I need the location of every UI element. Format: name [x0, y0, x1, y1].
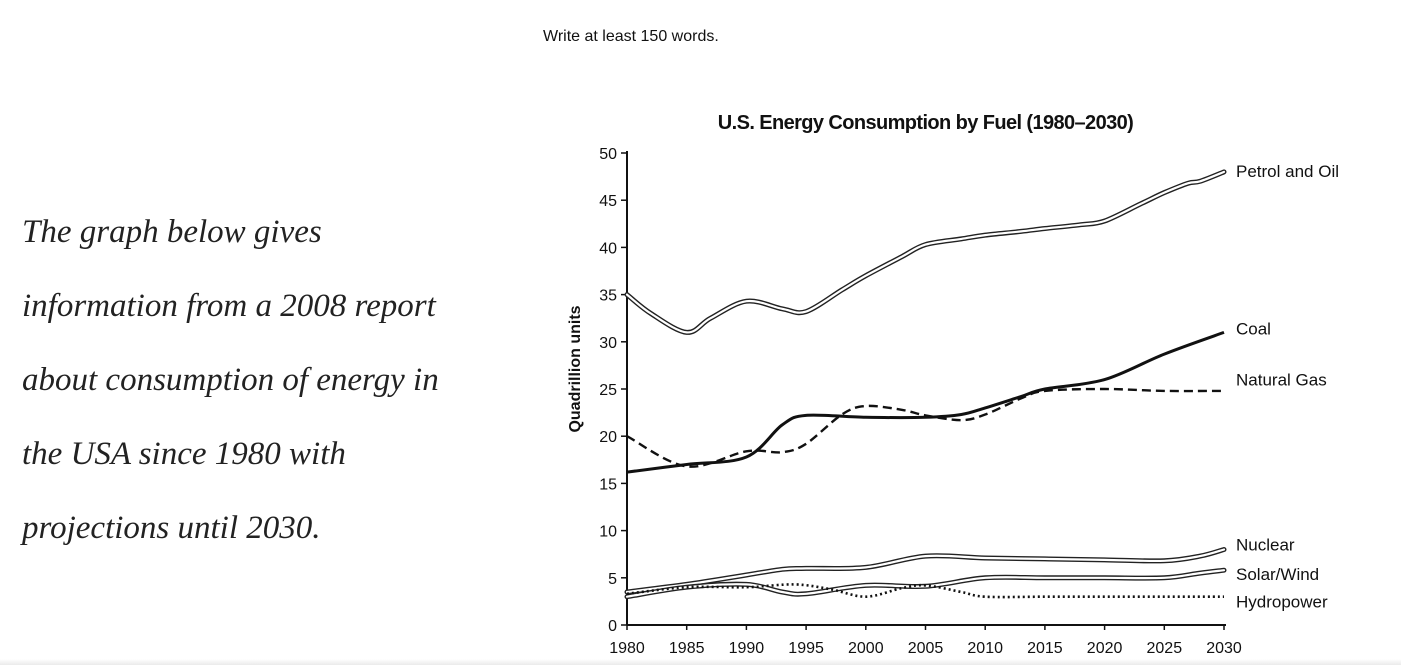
- x-tick-label: 2000: [848, 640, 884, 657]
- x-tick-label: 2010: [967, 640, 1003, 657]
- x-tick-label: 1990: [729, 640, 765, 657]
- series-line: [626, 583, 1224, 599]
- prompt-line: information from a 2008 report: [22, 288, 436, 324]
- prompt-line: about consumption of energy in: [22, 362, 439, 398]
- prompt-line: the USA since 1980 with: [22, 436, 346, 472]
- x-tick-label: 2005: [908, 640, 944, 657]
- y-tick-label: 45: [599, 193, 617, 210]
- y-tick-label: 0: [608, 618, 617, 635]
- series-coal: Coal: [626, 320, 1271, 474]
- y-tick-label: 15: [599, 476, 617, 493]
- task-instruction: Write at least 150 words.: [543, 28, 719, 45]
- series-line: [626, 330, 1225, 474]
- series-solar-wind: Solar/Wind: [624, 565, 1319, 600]
- x-tick-label: 1995: [788, 640, 824, 657]
- series-label: Hydropower: [1236, 593, 1328, 612]
- series-line: [625, 548, 1226, 594]
- y-tick-label: 5: [608, 571, 617, 588]
- series-line: [625, 170, 1226, 334]
- series-natural-gas: Natural Gas: [626, 371, 1327, 468]
- task-prompt: The graph below gives information from a…: [22, 195, 522, 565]
- y-tick-label: 35: [599, 288, 617, 305]
- chart-title: U.S. Energy Consumption by Fuel (1980–20…: [718, 112, 1133, 134]
- video-bottom-edge: [0, 659, 1401, 665]
- y-tick-label: 20: [599, 429, 617, 446]
- y-tick-label: 50: [599, 146, 617, 163]
- y-tick-label: 30: [599, 335, 617, 352]
- series-label: Solar/Wind: [1236, 565, 1319, 584]
- x-tick-label: 2030: [1206, 640, 1242, 657]
- x-tick-label: 1980: [609, 640, 645, 657]
- series-label: Petrol and Oil: [1236, 162, 1339, 181]
- series-label: Natural Gas: [1236, 371, 1327, 390]
- series-label: Nuclear: [1236, 536, 1295, 555]
- series-line-outline: [624, 169, 1227, 335]
- x-tick-label: 2025: [1147, 640, 1183, 657]
- y-tick-label: 25: [599, 382, 617, 399]
- series-label: Coal: [1236, 320, 1271, 339]
- x-tick-label: 2020: [1087, 640, 1123, 657]
- x-tick-label: 1985: [669, 640, 705, 657]
- series-petrol-and-oil: Petrol and Oil: [624, 162, 1339, 335]
- y-axis-label: Quadrillion units: [567, 305, 584, 432]
- prompt-line: projections until 2030.: [22, 510, 321, 546]
- series-nuclear: Nuclear: [624, 536, 1295, 595]
- prompt-line: The graph below gives: [22, 214, 322, 250]
- y-tick-label: 10: [599, 524, 617, 541]
- y-tick-label: 40: [599, 240, 617, 257]
- series-hydropower: Hydropower: [626, 583, 1328, 612]
- series-line-outline: [624, 567, 1227, 600]
- series-line: [626, 387, 1225, 468]
- x-tick-label: 2015: [1027, 640, 1063, 657]
